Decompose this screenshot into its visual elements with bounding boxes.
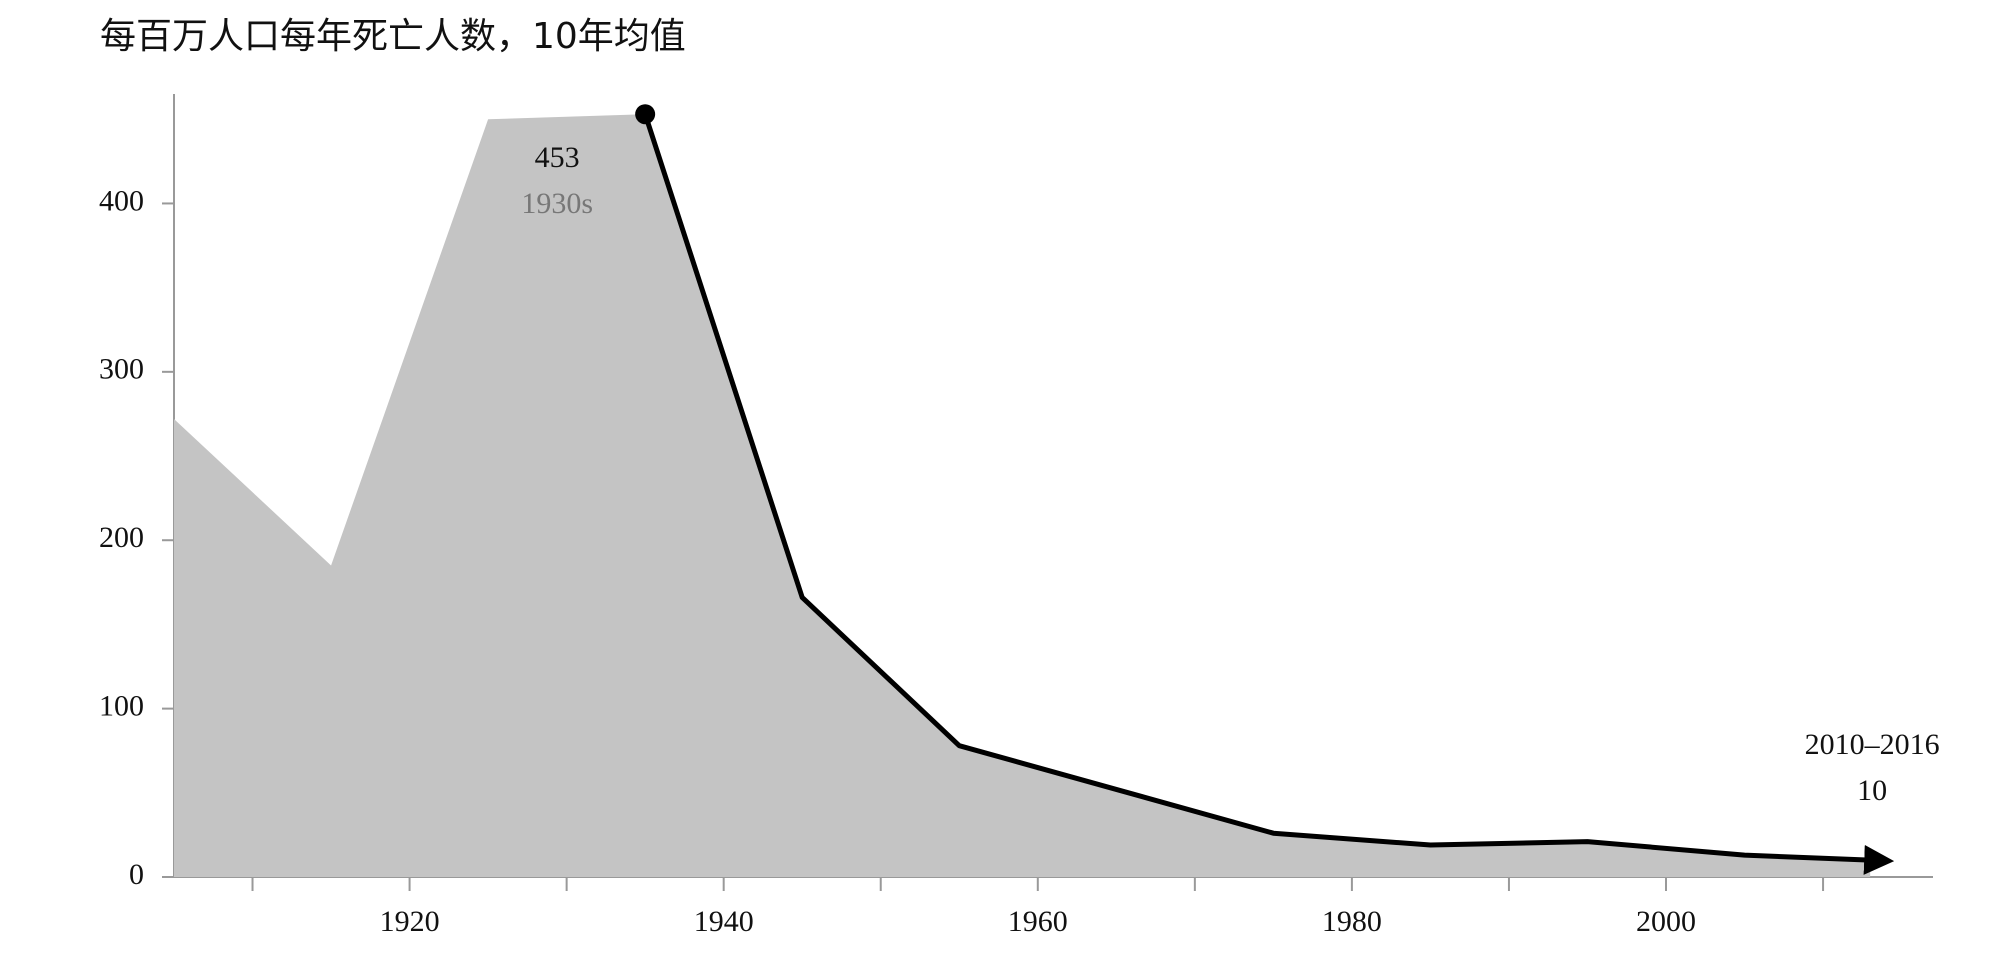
x-tick-label: 1940 [694,905,754,938]
y-tick-label: 200 [99,521,144,554]
chart-title: 每百万人口每年死亡人数，10年均值 [100,16,686,57]
y-tick-label: 300 [99,353,144,386]
x-tick-label: 1920 [380,905,440,938]
peak-dot [635,104,656,125]
x-tick-label: 1980 [1322,905,1382,938]
y-tick-label: 100 [99,690,144,723]
y-tick-label: 400 [99,184,144,217]
annotation: 1930s [521,187,593,220]
highlight-line [642,113,1895,875]
annotation: 2010–2016 [1805,728,1940,761]
x-tick-label: 1960 [1008,905,1068,938]
value-label: 10 [1857,774,1887,807]
area [174,114,1871,878]
x-tick-label: 2000 [1636,905,1696,938]
y-tick-label: 0 [129,858,144,891]
value-label: 453 [535,141,580,174]
